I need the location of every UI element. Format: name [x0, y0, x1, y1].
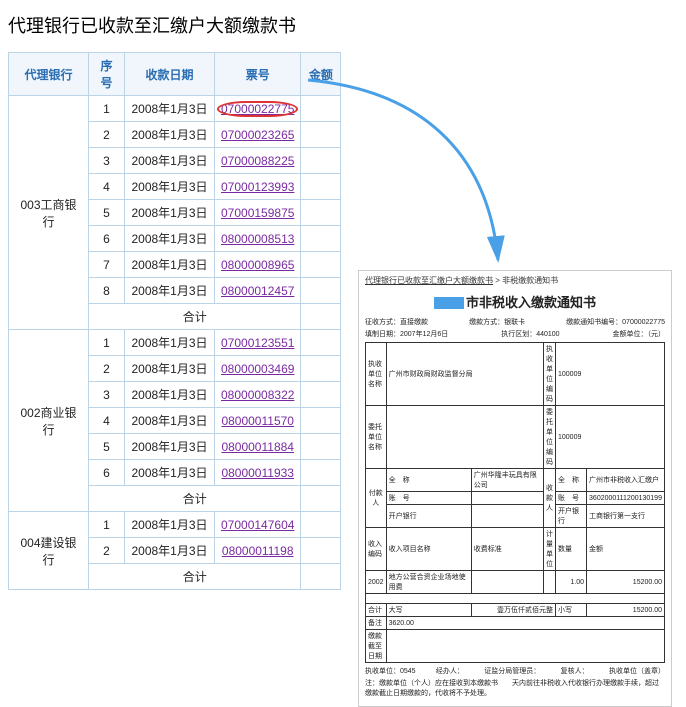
- ticket-link[interactable]: 07000123551: [215, 330, 301, 356]
- ticket-link[interactable]: 08000008965: [215, 252, 301, 278]
- ticket-link[interactable]: 08000008513: [215, 226, 301, 252]
- ticket-link[interactable]: 08000003469: [215, 356, 301, 382]
- ticket-link[interactable]: 07000023265: [215, 122, 301, 148]
- subtotal-label: 合计: [89, 486, 301, 512]
- seq-cell: 2: [89, 538, 125, 564]
- date-cell: 2008年1月3日: [125, 174, 215, 200]
- subtotal-label: 合计: [89, 564, 301, 590]
- seq-cell: 2: [89, 356, 125, 382]
- ticket-link[interactable]: 08000011570: [215, 408, 301, 434]
- ticket-link[interactable]: 07000088225: [215, 148, 301, 174]
- ticket-link[interactable]: 08000008322: [215, 382, 301, 408]
- col-header: 收款日期: [125, 53, 215, 96]
- bank-cell: 002商业银行: [9, 330, 89, 512]
- ticket-link[interactable]: 08000011198: [215, 538, 301, 564]
- ticket-link[interactable]: 07000123993: [215, 174, 301, 200]
- seq-cell: 4: [89, 174, 125, 200]
- amount-cell: [301, 226, 341, 252]
- date-cell: 2008年1月3日: [125, 538, 215, 564]
- date-cell: 2008年1月3日: [125, 382, 215, 408]
- col-header: 序号: [89, 53, 125, 96]
- seq-cell: 5: [89, 200, 125, 226]
- amount-cell: [301, 278, 341, 304]
- date-cell: 2008年1月3日: [125, 200, 215, 226]
- date-cell: 2008年1月3日: [125, 330, 215, 356]
- col-header: 代理银行: [9, 53, 89, 96]
- table-row: 003工商银行12008年1月3日07000022775: [9, 96, 341, 122]
- amount-cell: [301, 330, 341, 356]
- amount-cell: [301, 174, 341, 200]
- date-cell: 2008年1月3日: [125, 460, 215, 486]
- date-cell: 2008年1月3日: [125, 122, 215, 148]
- ticket-link[interactable]: 08000012457: [215, 278, 301, 304]
- subtotal-label: 合计: [89, 304, 301, 330]
- breadcrumb: 代理银行已收款至汇缴户大额缴款书 > 非税缴款通知书: [365, 275, 665, 286]
- subtotal-amount: [301, 486, 341, 512]
- date-cell: 2008年1月3日: [125, 356, 215, 382]
- amount-cell: [301, 538, 341, 564]
- date-cell: 2008年1月3日: [125, 226, 215, 252]
- meta-row-1: 征收方式：直接缴款缴款方式：银联卡缴款通知书编号：07000022775: [365, 317, 665, 327]
- date-cell: 2008年1月3日: [125, 252, 215, 278]
- amount-cell: [301, 356, 341, 382]
- date-cell: 2008年1月3日: [125, 278, 215, 304]
- ticket-link[interactable]: 07000159875: [215, 200, 301, 226]
- notice-document: 代理银行已收款至汇缴户大额缴款书 > 非税缴款通知书 市非税收入缴款通知书 征收…: [358, 270, 672, 707]
- col-header: 票号: [215, 53, 301, 96]
- col-header: 金额: [301, 53, 341, 96]
- amount-cell: [301, 122, 341, 148]
- doc-footer: 执收单位：0545经办人：证监分局管理员：复核人：执收单位（盖章） 注：缴款单位…: [365, 666, 665, 698]
- amount-cell: [301, 96, 341, 122]
- bank-cell: 004建设银行: [9, 512, 89, 590]
- seq-cell: 4: [89, 408, 125, 434]
- seq-cell: 6: [89, 460, 125, 486]
- seq-cell: 2: [89, 122, 125, 148]
- date-cell: 2008年1月3日: [125, 408, 215, 434]
- breadcrumb-link[interactable]: 代理银行已收款至汇缴户大额缴款书: [365, 276, 493, 285]
- amount-cell: [301, 252, 341, 278]
- amount-cell: [301, 460, 341, 486]
- doc-title: 市非税收入缴款通知书: [365, 292, 665, 311]
- amount-cell: [301, 408, 341, 434]
- subtotal-amount: [301, 564, 341, 590]
- ticket-link[interactable]: 08000011933: [215, 460, 301, 486]
- seq-cell: 5: [89, 434, 125, 460]
- ticket-link[interactable]: 08000011884: [215, 434, 301, 460]
- seq-cell: 7: [89, 252, 125, 278]
- date-cell: 2008年1月3日: [125, 148, 215, 174]
- amount-cell: [301, 200, 341, 226]
- payment-table: 代理银行序号收款日期票号金额 003工商银行12008年1月3日07000022…: [8, 52, 341, 590]
- notice-table: 执收单位名称广州市财政局财政监督分局执收单位编码100009 委托单位名称委托单…: [365, 342, 665, 663]
- amount-cell: [301, 382, 341, 408]
- seq-cell: 1: [89, 96, 125, 122]
- date-cell: 2008年1月3日: [125, 434, 215, 460]
- ticket-link[interactable]: 07000022775: [215, 96, 301, 122]
- amount-cell: [301, 434, 341, 460]
- bank-cell: 003工商银行: [9, 96, 89, 330]
- table-row: 002商业银行12008年1月3日07000123551: [9, 330, 341, 356]
- redacted-block: [434, 297, 464, 309]
- subtotal-amount: [301, 304, 341, 330]
- page-title: 代理银行已收款至汇缴户大额缴款书: [8, 12, 678, 38]
- seq-cell: 6: [89, 226, 125, 252]
- date-cell: 2008年1月3日: [125, 96, 215, 122]
- amount-cell: [301, 148, 341, 174]
- seq-cell: 1: [89, 330, 125, 356]
- seq-cell: 3: [89, 148, 125, 174]
- seq-cell: 3: [89, 382, 125, 408]
- seq-cell: 8: [89, 278, 125, 304]
- meta-row-2: 填制日期：2007年12月6日执行区划：440100金额单位：（元）: [365, 329, 665, 339]
